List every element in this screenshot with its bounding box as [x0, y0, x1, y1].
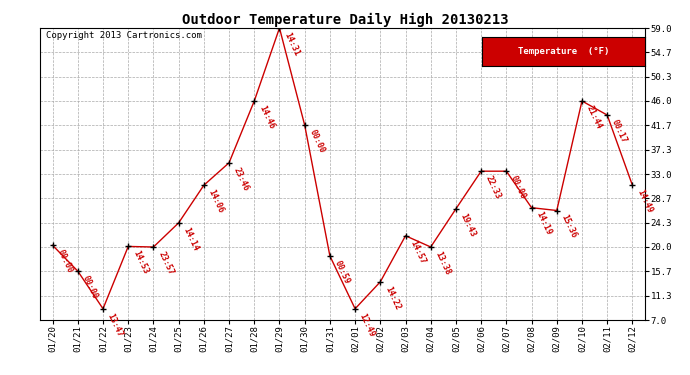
Text: 13:47: 13:47 — [106, 312, 124, 338]
Text: 15:36: 15:36 — [560, 213, 578, 240]
Text: 14:22: 14:22 — [383, 285, 402, 311]
Text: 23:57: 23:57 — [156, 250, 175, 276]
Text: 00:00: 00:00 — [81, 274, 99, 300]
Text: 19:43: 19:43 — [459, 211, 477, 238]
Text: 22:33: 22:33 — [484, 174, 502, 200]
Text: 00:59: 00:59 — [333, 259, 351, 285]
Text: 21:44: 21:44 — [584, 104, 604, 130]
Text: 14:14: 14:14 — [181, 226, 200, 252]
Text: 14:49: 14:49 — [635, 188, 654, 214]
Text: 14:19: 14:19 — [534, 210, 553, 237]
Text: Copyright 2013 Cartronics.com: Copyright 2013 Cartronics.com — [46, 31, 202, 40]
Text: 00:00: 00:00 — [308, 128, 326, 154]
Text: 00:00: 00:00 — [509, 174, 528, 200]
Text: 00:17: 00:17 — [610, 118, 629, 144]
Text: 14:53: 14:53 — [131, 249, 150, 276]
Text: 14:31: 14:31 — [282, 31, 301, 57]
Text: 14:06: 14:06 — [206, 188, 226, 214]
Text: 14:57: 14:57 — [408, 238, 427, 265]
Text: 13:38: 13:38 — [433, 250, 452, 276]
Text: 23:46: 23:46 — [232, 165, 250, 192]
Text: Outdoor Temperature Daily High 20130213: Outdoor Temperature Daily High 20130213 — [181, 13, 509, 27]
Text: 00:00: 00:00 — [55, 248, 74, 274]
Text: 12:49: 12:49 — [358, 312, 377, 338]
Text: 14:46: 14:46 — [257, 104, 276, 130]
